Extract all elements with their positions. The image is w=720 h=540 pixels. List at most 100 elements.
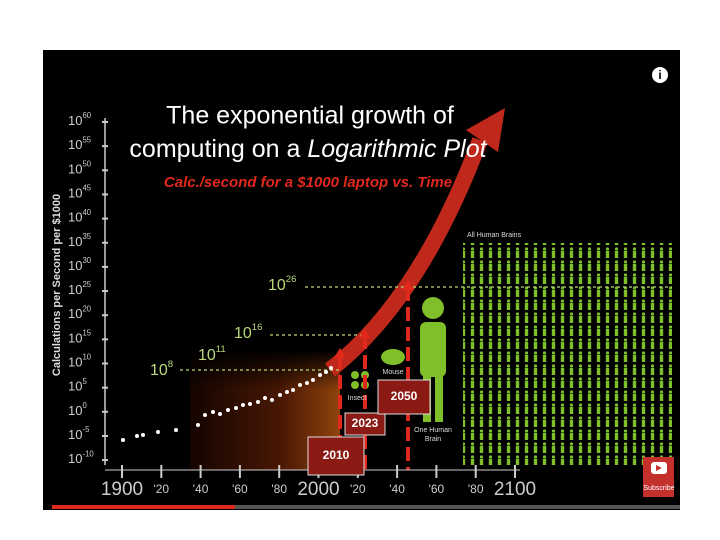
- growth-arrow: [325, 137, 488, 377]
- level-label: 1026: [268, 273, 296, 294]
- dot: [241, 403, 245, 407]
- dot: [248, 402, 252, 406]
- dot: [135, 434, 139, 438]
- arrow-head: [466, 108, 505, 152]
- dot: [285, 390, 289, 394]
- dot: [156, 430, 160, 434]
- y-tick-label-exponent: -5: [82, 425, 90, 434]
- y-tick-label-base: 10: [68, 355, 82, 370]
- y-tick-label-exponent: 55: [82, 135, 91, 144]
- all-brains-label: All Human Brains: [467, 232, 522, 239]
- y-tick-label: 105: [68, 377, 87, 394]
- level-label-base: 10: [150, 362, 168, 379]
- dot: [263, 396, 267, 400]
- dot: [174, 428, 178, 432]
- y-tick-label-base: 10: [68, 282, 82, 297]
- y-tick-label: 1015: [68, 329, 92, 346]
- level-label-exponent: 26: [286, 273, 297, 284]
- y-tick-label-base: 10: [68, 403, 82, 418]
- dot: [311, 378, 315, 382]
- level-label-exponent: 8: [168, 358, 173, 369]
- progress-bar[interactable]: [52, 505, 235, 509]
- x-tick-label: '60: [429, 482, 445, 496]
- y-tick-label-base: 10: [68, 234, 82, 249]
- info-button[interactable]: [652, 67, 668, 83]
- marker-tip: [359, 328, 371, 338]
- title-emphasis: Logarithmic Plot: [307, 135, 487, 163]
- y-tick-label: 1030: [68, 256, 92, 273]
- level-label-base: 10: [198, 347, 216, 364]
- dot: [305, 381, 309, 385]
- title: computing on a Logarithmic Plot: [129, 135, 487, 163]
- y-tick-label-exponent: 35: [82, 232, 91, 241]
- dot: [298, 383, 302, 387]
- year-box: [307, 436, 365, 476]
- y-tick-label-base: 10: [68, 258, 82, 273]
- level-label-base: 10: [234, 325, 252, 342]
- y-tick-label: 1010: [68, 353, 92, 370]
- dot: [329, 366, 333, 370]
- year-label: 2023: [352, 416, 379, 430]
- y-tick-label: 1045: [68, 184, 92, 201]
- dot: [211, 410, 215, 414]
- level-label-base: 10: [268, 277, 286, 294]
- y-tick-label: 1035: [68, 232, 92, 249]
- level-label: 1011: [198, 343, 226, 364]
- y-tick-label: 100: [68, 401, 87, 418]
- y-tick-label-exponent: -10: [82, 449, 94, 458]
- dot: [278, 393, 282, 397]
- dot: [226, 408, 230, 412]
- y-tick-label-base: 10: [68, 210, 82, 225]
- dot: [234, 406, 238, 410]
- year-label: 2010: [323, 448, 350, 462]
- youtube-play: [656, 465, 662, 471]
- subscribe-label: Subscribe: [643, 485, 674, 492]
- x-tick-label: '40: [193, 482, 209, 496]
- progress-track[interactable]: [235, 505, 680, 509]
- x-tick-label: '80: [468, 482, 484, 496]
- x-tick-label: 1900: [101, 479, 143, 500]
- x-tick-label: '80: [271, 482, 287, 496]
- y-tick-label-exponent: 25: [82, 280, 91, 289]
- x-tick-label: 2100: [494, 479, 536, 500]
- y-tick-label-base: 10: [68, 427, 82, 442]
- dot: [218, 412, 222, 416]
- y-tick-label: 1025: [68, 280, 92, 297]
- mouse-label: Mouse: [382, 369, 403, 376]
- brain-label: One Human: [414, 427, 452, 434]
- y-tick-label-exponent: 0: [82, 401, 87, 410]
- dot: [196, 423, 200, 427]
- y-tick-label-exponent: 50: [82, 160, 91, 169]
- marker-tip: [402, 280, 414, 290]
- x-tick-label: '40: [389, 482, 405, 496]
- y-tick-label-exponent: 60: [82, 111, 91, 120]
- y-tick-label-exponent: 30: [82, 256, 91, 265]
- y-tick-label-exponent: 45: [82, 184, 91, 193]
- title: The exponential growth of: [166, 102, 454, 130]
- y-tick-label-exponent: 20: [82, 304, 91, 313]
- dot: [121, 438, 125, 442]
- x-tick-label: '60: [232, 482, 248, 496]
- insect-label: Insect: [348, 395, 367, 402]
- y-tick-label: 10-10: [68, 449, 94, 466]
- dot: [256, 400, 260, 404]
- y-tick-label-base: 10: [68, 379, 82, 394]
- x-tick-label: '20: [350, 482, 366, 496]
- level-label-exponent: 16: [252, 321, 263, 332]
- dot: [318, 373, 322, 377]
- all-brains-figures: [463, 243, 672, 465]
- y-tick-label-exponent: 5: [82, 377, 87, 386]
- y-tick-label: 10-5: [68, 425, 90, 442]
- y-tick-label-exponent: 15: [82, 329, 91, 338]
- y-tick-label-base: 10: [68, 138, 82, 153]
- year-box: [344, 412, 386, 436]
- level-label: 108: [150, 358, 173, 379]
- dot: [291, 388, 295, 392]
- dot: [270, 398, 274, 402]
- y-tick-label: 1050: [68, 160, 92, 177]
- marker-tip: [334, 348, 346, 358]
- y-tick-label-base: 10: [68, 162, 82, 177]
- subtitle: Calc./second for a $1000 laptop vs. Time: [164, 174, 452, 191]
- y-tick-label: 1060: [68, 111, 92, 128]
